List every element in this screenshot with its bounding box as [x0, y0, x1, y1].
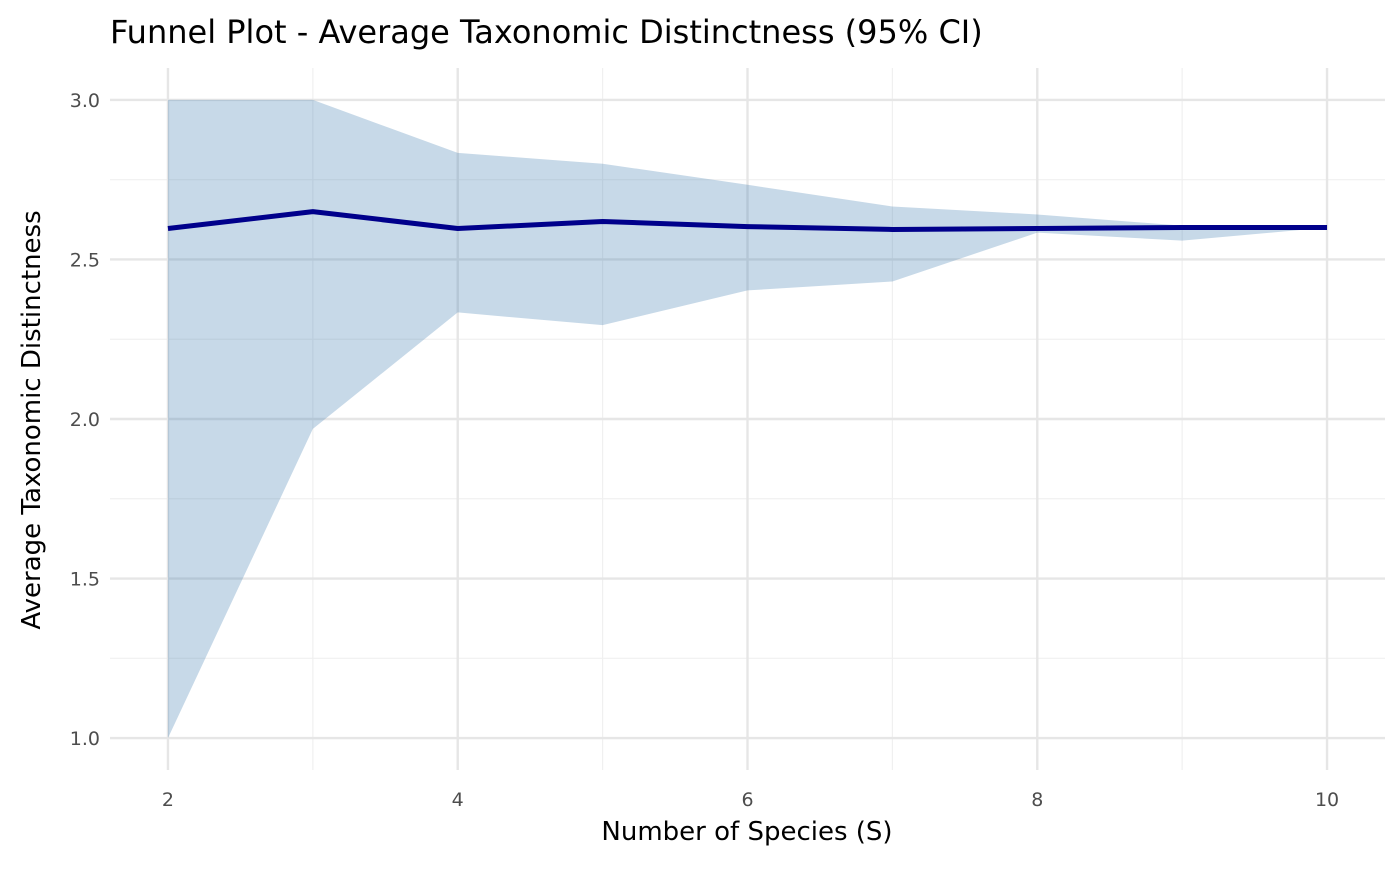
y-tick-label: 1.0	[70, 728, 100, 750]
confidence-ribbon	[167, 99, 1328, 739]
y-tick-label: 2.5	[70, 249, 100, 271]
y-tick-label: 3.0	[70, 90, 100, 112]
y-axis-label: Average Taxonomic Distinctness	[17, 210, 47, 629]
y-tick-label: 1.5	[70, 569, 100, 591]
x-tick-label: 6	[741, 789, 753, 811]
x-axis-label: Number of Species (S)	[601, 817, 892, 847]
x-axis-ticks: 2 4 6 8 10	[162, 789, 1339, 811]
x-tick-label: 2	[162, 789, 174, 811]
mean-line	[167, 209, 1328, 232]
x-tick-label: 10	[1315, 789, 1339, 811]
y-axis-ticks: 1.0 1.5 2.0 2.5 3.0	[70, 90, 100, 750]
x-tick-label: 8	[1031, 789, 1043, 811]
grid-lines	[110, 68, 1385, 770]
y-tick-label: 2.0	[70, 409, 100, 431]
chart-title: Funnel Plot - Average Taxonomic Distinct…	[110, 13, 983, 51]
x-tick-label: 4	[452, 789, 464, 811]
